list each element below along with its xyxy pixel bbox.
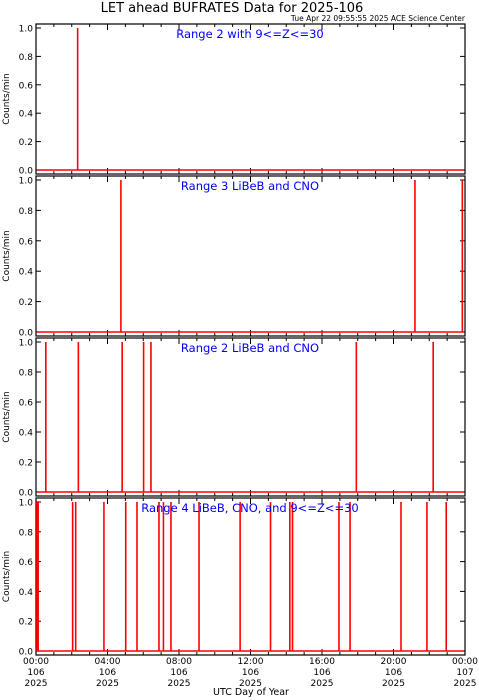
y-tick-label: 0.8 [19,528,34,538]
x-tick-label: 2025 [96,679,119,689]
x-axis-label: UTC Day of Year [213,687,289,698]
y-tick-label: 0.2 [19,459,33,469]
panel-1: 0.0 0.2 0.4 0.6 0.8 1.0 Counts/min Range 2 with… [2,23,466,177]
panel-label: Range 4 LiBeB, CNO, and 9<=Z<=30 [141,501,359,515]
y-tick-label: 0.6 [19,399,34,409]
y-axis-label: Counts/min [2,73,12,124]
panel-frame [35,175,466,337]
x-tick-label: 04:00 [95,657,121,667]
y-tick-label: 1.0 [19,339,34,349]
x-tick-label: 2025 [168,679,191,689]
x-tick-label: 20:00 [381,657,407,667]
y-tick-label: 1.0 [19,25,34,35]
y-tick-label: 0.8 [19,369,34,379]
y-tick-label: 0.4 [19,588,34,598]
y-tick-label: 0.4 [19,268,34,278]
panel-2: 0.0 0.2 0.4 0.6 0.8 1.0 Counts/min Range 3 LiBe… [2,175,466,339]
x-tick-label: 2025 [25,679,48,689]
x-tick-label: 16:00 [309,657,335,667]
panel-3: 0.0 0.2 0.4 0.6 0.8 1.0 Counts/min Range 2 LiBe… [2,337,466,499]
y-tick-label: 0.2 [19,618,33,628]
y-tick-label: 0.2 [19,298,33,308]
generated-timestamp: Tue Apr 22 09:55:55 2025 ACE Science Cen… [290,14,466,23]
x-tick-label: 12:00 [238,657,264,667]
y-tick-label: 0.6 [19,558,34,568]
panel-frame [35,23,466,175]
y-axis-label: Counts/min [2,230,12,281]
x-tick-label: 106 [99,668,116,678]
y-tick-label: 0.0 [19,167,34,177]
y-tick-label: 0.2 [19,138,33,148]
x-tick-label: 2025 [239,679,262,689]
y-axis-label: Counts/min [2,391,12,442]
chart-title: LET ahead BUFRATES Data for 2025-106 [101,1,364,16]
y-tick-label: 0.0 [19,329,34,339]
x-tick-label: 00:00 [452,657,478,667]
panel-label: Range 3 LiBeB and CNO [181,179,319,193]
y-tick-label: 0.8 [19,207,34,217]
panel-4: 0.0 0.2 0.4 0.6 0.8 1.0 Counts/min Range 4 LiBe… [2,497,478,689]
y-tick-label: 0.0 [19,648,34,658]
x-tick-label: 106 [242,668,259,678]
x-tick-label: 106 [385,668,402,678]
y-tick-label: 1.0 [19,177,34,187]
panel-label: Range 2 LiBeB and CNO [181,341,319,355]
x-tick-label: 08:00 [166,657,192,667]
y-tick-label: 0.4 [19,110,34,120]
x-tick-label: 107 [456,668,473,678]
y-tick-label: 0.0 [19,489,34,499]
panel-label: Range 2 with 9<=Z<=30 [176,27,324,41]
panels-group: 0.0 0.2 0.4 0.6 0.8 1.0 Counts/min Range 2 with… [2,23,478,689]
y-tick-label: 0.4 [19,429,34,439]
x-tick-label: 2025 [311,679,334,689]
x-tick-label: 106 [170,668,187,678]
y-tick-label: 0.8 [19,53,34,63]
panel-frame [35,337,466,497]
y-tick-label: 0.6 [19,237,34,247]
x-tick-label: 2025 [454,679,477,689]
x-tick-label: 2025 [382,679,405,689]
y-tick-label: 0.6 [19,81,34,91]
x-tick-label: 00:00 [23,657,49,667]
x-tick-label: 106 [27,668,44,678]
x-tick-label: 106 [313,668,330,678]
y-axis-label: Counts/min [2,551,12,602]
y-tick-label: 1.0 [19,499,34,509]
